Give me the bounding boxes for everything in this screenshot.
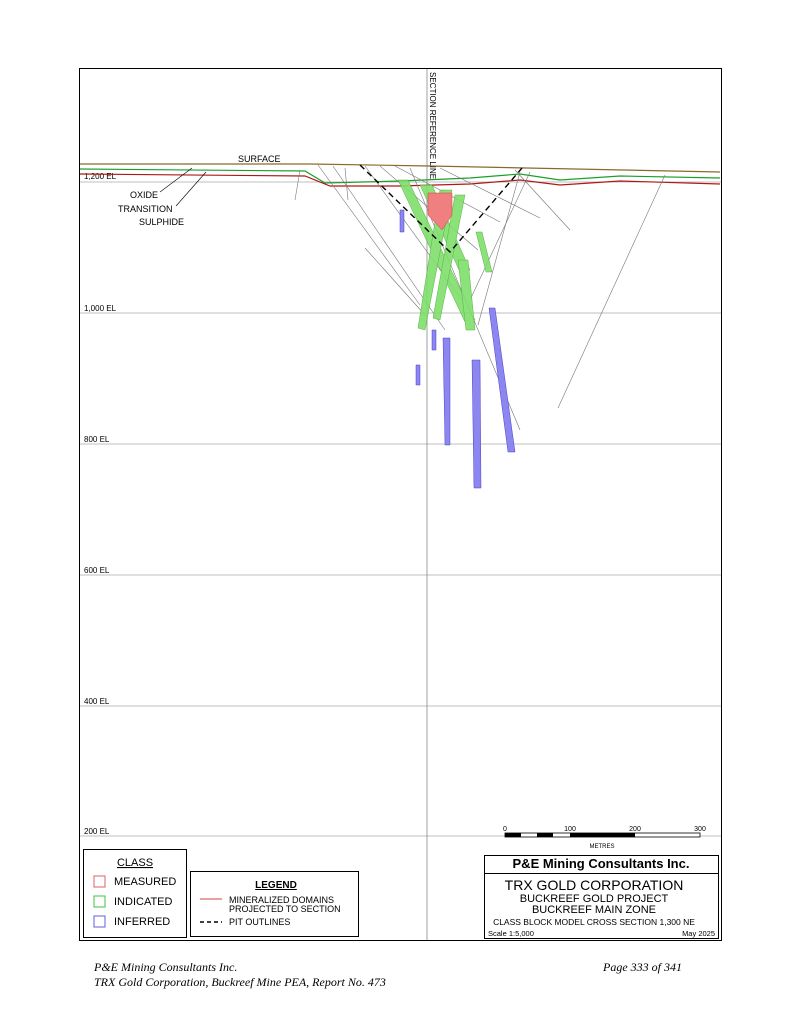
elevation-label: 800 EL: [84, 435, 110, 444]
measured-block: [427, 192, 453, 231]
block-zone: [415, 364, 421, 386]
scale-tick: 0: [503, 826, 507, 833]
drill-hole: [514, 169, 571, 231]
scale-segment: [505, 833, 521, 837]
block-zone: [475, 231, 493, 273]
drill-hole: [364, 247, 426, 316]
project: BUCKREEF GOLD PROJECT: [520, 893, 669, 905]
transition-line: [79, 173, 721, 187]
legend-item: PIT OUTLINES: [229, 917, 290, 927]
class-legend-item: INDICATED: [114, 896, 173, 908]
block-zone: [488, 307, 516, 453]
footer-left: TRX Gold Corporation, Buckreef Mine PEA,…: [94, 975, 386, 989]
oxide-line: [79, 168, 721, 184]
scale-text: Scale 1:5,000: [488, 929, 534, 938]
scale-bar: 0 100 200 300 METRES: [503, 826, 706, 850]
elevation-label: 1,200 EL: [84, 172, 117, 181]
scale-tick: 300: [694, 826, 706, 833]
footer-right: Page 333 of 341: [602, 960, 682, 974]
elevation-label: 600 EL: [84, 566, 110, 575]
scale-unit: METRES: [589, 844, 614, 850]
legend-swatch: [93, 915, 106, 928]
scale-segment: [570, 833, 635, 837]
legend-swatch: [93, 875, 106, 888]
drill-hole: [469, 171, 531, 301]
block-zone: [431, 329, 437, 351]
scale-tick: 100: [564, 826, 576, 833]
legend-box: [190, 871, 359, 937]
elevation-label: 400 EL: [84, 697, 110, 706]
date: May 2025: [682, 929, 715, 938]
scale-segment: [537, 833, 553, 837]
block-zone: [442, 337, 451, 446]
inferred-blocks: [399, 209, 516, 489]
drill-hole: [439, 167, 541, 219]
block-zone: [399, 209, 405, 233]
oxide-label: OXIDE: [130, 190, 158, 200]
description: CLASS BLOCK MODEL CROSS SECTION 1,300 NE: [493, 917, 695, 927]
class-legend-item: MEASURED: [114, 876, 176, 888]
footer-left: P&E Mining Consultants Inc.: [93, 960, 237, 974]
elevation-label: 1,000 EL: [84, 304, 117, 313]
surfaces: [79, 163, 721, 187]
class-legend-title: CLASS: [117, 857, 153, 869]
title-block: [484, 855, 719, 939]
leader: [175, 171, 207, 207]
pit-outline: [359, 164, 523, 254]
legend-title: LEGEND: [255, 880, 297, 891]
block-zone: [457, 259, 476, 331]
drill-hole: [294, 169, 301, 201]
legend-swatch: [93, 895, 106, 908]
section-label: SECTION REFERENCE LINE: [428, 72, 437, 179]
client: TRX GOLD CORPORATION: [505, 877, 684, 893]
transition-label: TRANSITION: [118, 204, 173, 214]
block-zone: [432, 194, 466, 321]
legend-item: PROJECTED TO SECTION: [229, 904, 341, 914]
class-legend-item: INFERRED: [114, 916, 170, 928]
company: P&E Mining Consultants Inc.: [513, 856, 690, 871]
elevation-label: 200 EL: [84, 827, 110, 836]
leader-lines: [159, 167, 207, 207]
sulphide-label: SULPHIDE: [139, 217, 184, 227]
drill-hole: [477, 171, 521, 326]
surface-label: SURFACE: [238, 154, 281, 164]
drill-hole: [317, 164, 421, 306]
drawing-frame: [79, 68, 722, 941]
scale-tick: 200: [629, 826, 641, 833]
zone: BUCKREEF MAIN ZONE: [532, 904, 656, 916]
drill-hole: [344, 167, 349, 201]
legend-item: MINERALIZED DOMAINS: [229, 895, 334, 905]
leader: [159, 167, 193, 193]
drill-hole: [557, 174, 666, 409]
block-zone: [471, 359, 482, 489]
topography: [80, 163, 721, 173]
